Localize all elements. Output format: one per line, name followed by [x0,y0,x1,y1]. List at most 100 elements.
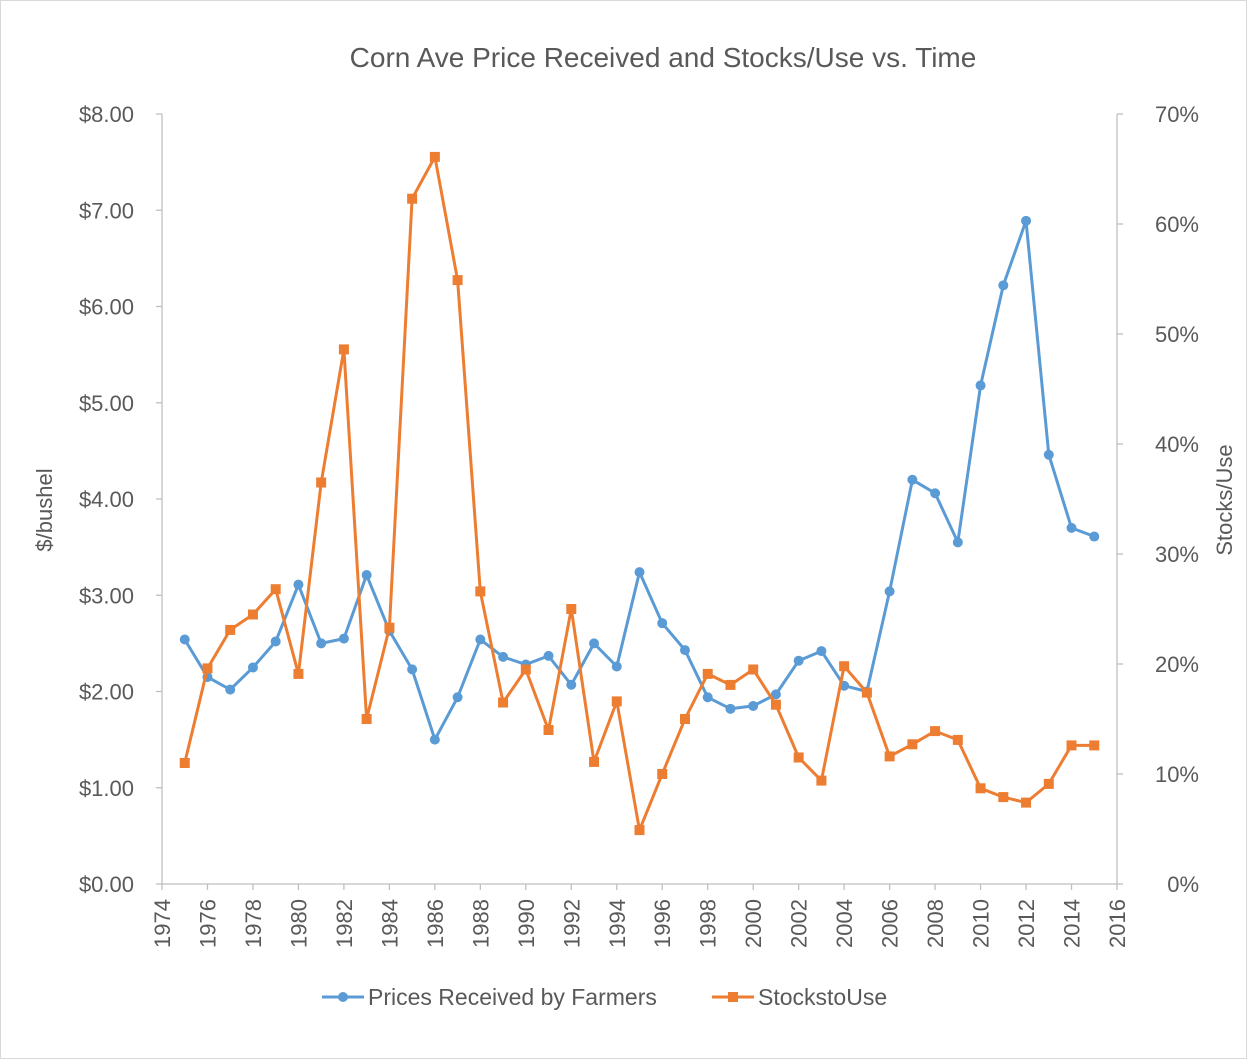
stocks-to-use-point [770,699,781,710]
price-point [1066,522,1077,533]
price-point [907,474,918,485]
price-point [1021,215,1032,226]
left-tick-label: $5.00 [79,391,134,416]
price-point [702,692,713,703]
left-tick-label: $0.00 [79,872,134,897]
stocks-to-use-point [793,752,804,763]
price-point [816,646,827,657]
stocks-to-use-point [725,679,736,690]
right-tick-label: 40% [1155,432,1199,457]
x-tick-label: 2004 [832,899,857,948]
stocks-to-use-series-line [183,155,1095,832]
price-point [498,651,509,662]
price-point [338,633,349,644]
price-point [1089,531,1100,542]
left-tick-label: $8.00 [79,102,134,127]
x-tick-label: 2016 [1105,899,1130,948]
stocks-to-use-point [247,609,258,620]
stocks-to-use-point [1043,778,1054,789]
price-point [293,579,304,590]
stocks-to-use-point [293,668,304,679]
x-tick-label: 1986 [423,899,448,948]
stocks-to-use-point [998,792,1009,803]
stocks-to-use-point [498,697,509,708]
stocks-to-use-point [429,151,440,162]
price-point [247,662,258,673]
right-tick-label: 20% [1155,652,1199,677]
x-tick-label: 1974 [150,899,175,948]
stocks-to-use-point [952,734,963,745]
price-point [679,645,690,656]
right-tick-label: 60% [1155,212,1199,237]
stocks-to-use-point [975,783,986,794]
x-tick-label: 1980 [286,899,311,948]
stocks-to-use-point [225,624,236,635]
stocks-to-use-point [634,825,645,836]
left-tick-label: $4.00 [79,487,134,512]
right-tick-label: 0% [1167,872,1199,897]
stocks-to-use-point [179,758,190,768]
x-tick-label: 2008 [923,899,948,948]
stocks-to-use-point [839,661,850,672]
stocks-to-use-point [566,604,577,614]
stocks-to-use-point [657,769,668,779]
x-tick-label: 1976 [195,899,220,948]
price-point [952,537,963,548]
x-tick-label: 2014 [1060,899,1085,948]
axes [156,113,1123,890]
right-tick-label: 70% [1155,102,1199,127]
plot-area [179,151,1100,836]
stocks-to-use-point [1021,797,1032,808]
price-point [1043,449,1054,460]
price-point [725,703,736,714]
stocks-to-use-point [520,664,531,675]
left-tick-label: $1.00 [79,776,134,801]
stocks-to-use-point [930,726,941,737]
stocks-to-use-point [384,622,395,633]
price-point [634,567,645,578]
price-point [225,684,236,695]
stocks-to-use-point [816,775,827,786]
price-point [270,636,281,647]
x-tick-label: 1984 [377,899,402,948]
stocks-to-use-point [338,344,349,355]
x-tick-label: 2000 [741,899,766,948]
price-point [793,655,804,666]
price-point [748,700,759,711]
x-tick-label: 1992 [559,899,584,948]
price-point [566,679,577,690]
stocks-to-use-point [316,477,327,488]
left-tick-label: $6.00 [79,295,134,320]
stocks-to-use-point [1089,740,1100,751]
right-tick-label: 50% [1155,322,1199,347]
legend-label-price: Prices Received by Farmers [368,984,657,1010]
legend: Prices Received by Farmers StockstoUse [322,984,887,1010]
legend-marker-price [338,992,348,1002]
right-tick-label: 10% [1155,762,1199,787]
stocks-to-use-point [543,725,554,735]
x-tick-label: 2006 [878,899,903,948]
tick-labels: $0.00 $1.00 $2.00 $3.00 $4.00 $5.00 $6.00 $7.00… [79,102,1199,948]
price-point [316,638,327,649]
legend-label-stocks-to-use: StockstoUse [758,984,887,1010]
x-tick-label: 1998 [696,899,721,948]
price-point [429,734,440,745]
stocks-to-use-point [589,756,600,767]
right-tick-label: 30% [1155,542,1199,567]
right-axis-title: Stocks/Use [1212,444,1237,555]
x-tick-label: 1994 [605,899,630,948]
left-axis-title: $/bushel [32,468,57,551]
legend-marker-stocks-to-use [728,992,738,1002]
price-point [589,638,600,649]
x-tick-label: 1996 [650,899,675,948]
x-tick-label: 1990 [514,899,539,948]
left-tick-label: $7.00 [79,198,134,223]
stocks-to-use-point [270,584,281,595]
stocks-to-use-point [452,275,463,286]
x-tick-label: 1982 [332,899,357,948]
price-point [998,280,1009,291]
stocks-to-use-point [861,687,872,698]
stocks-to-use-point [884,751,895,762]
left-tick-label: $3.00 [79,583,134,608]
price-point [884,586,895,597]
